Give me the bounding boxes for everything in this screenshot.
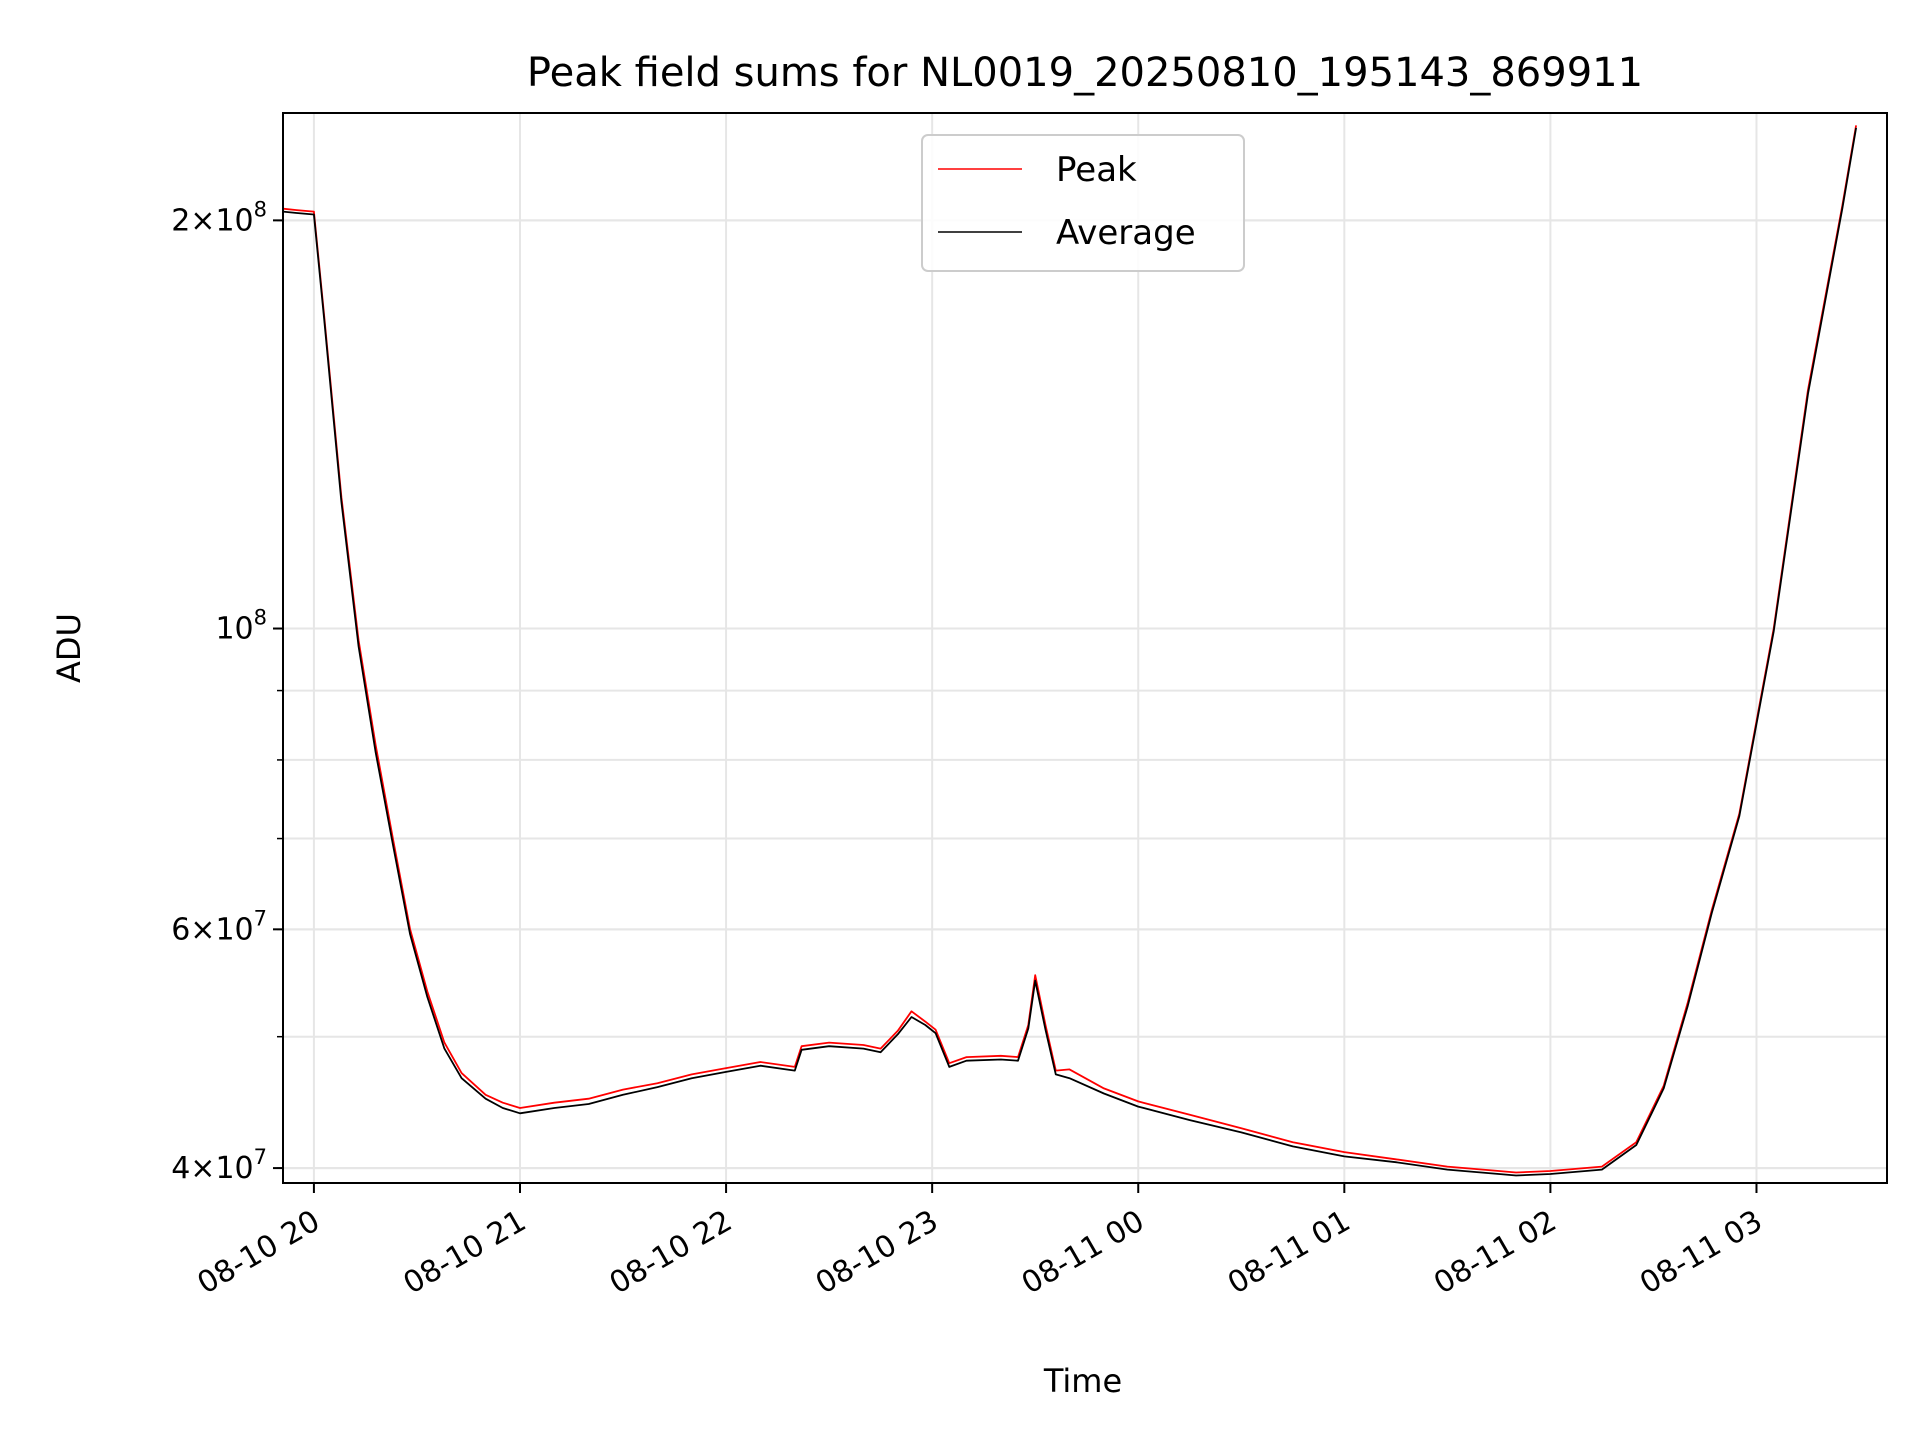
series-line-peak xyxy=(283,125,1857,1174)
y-tick-label: 4×107 xyxy=(171,1145,267,1186)
y-tick-label: 6×107 xyxy=(171,906,267,947)
legend-label-average: Average xyxy=(1056,213,1196,253)
chart-title: Peak field sums for NL0019_20250810_1951… xyxy=(527,50,1643,96)
legend: Peak Average xyxy=(921,134,1245,272)
series-layer xyxy=(283,125,1857,1177)
series-line-average xyxy=(283,127,1857,1177)
grid xyxy=(283,113,1887,1183)
plot-frame xyxy=(282,112,1888,1184)
y-axis-title: ADU xyxy=(50,613,88,683)
legend-label-peak: Peak xyxy=(1056,150,1137,190)
y-tick-label: 2×108 xyxy=(171,197,267,238)
x-axis-title: Time xyxy=(1043,1362,1122,1400)
